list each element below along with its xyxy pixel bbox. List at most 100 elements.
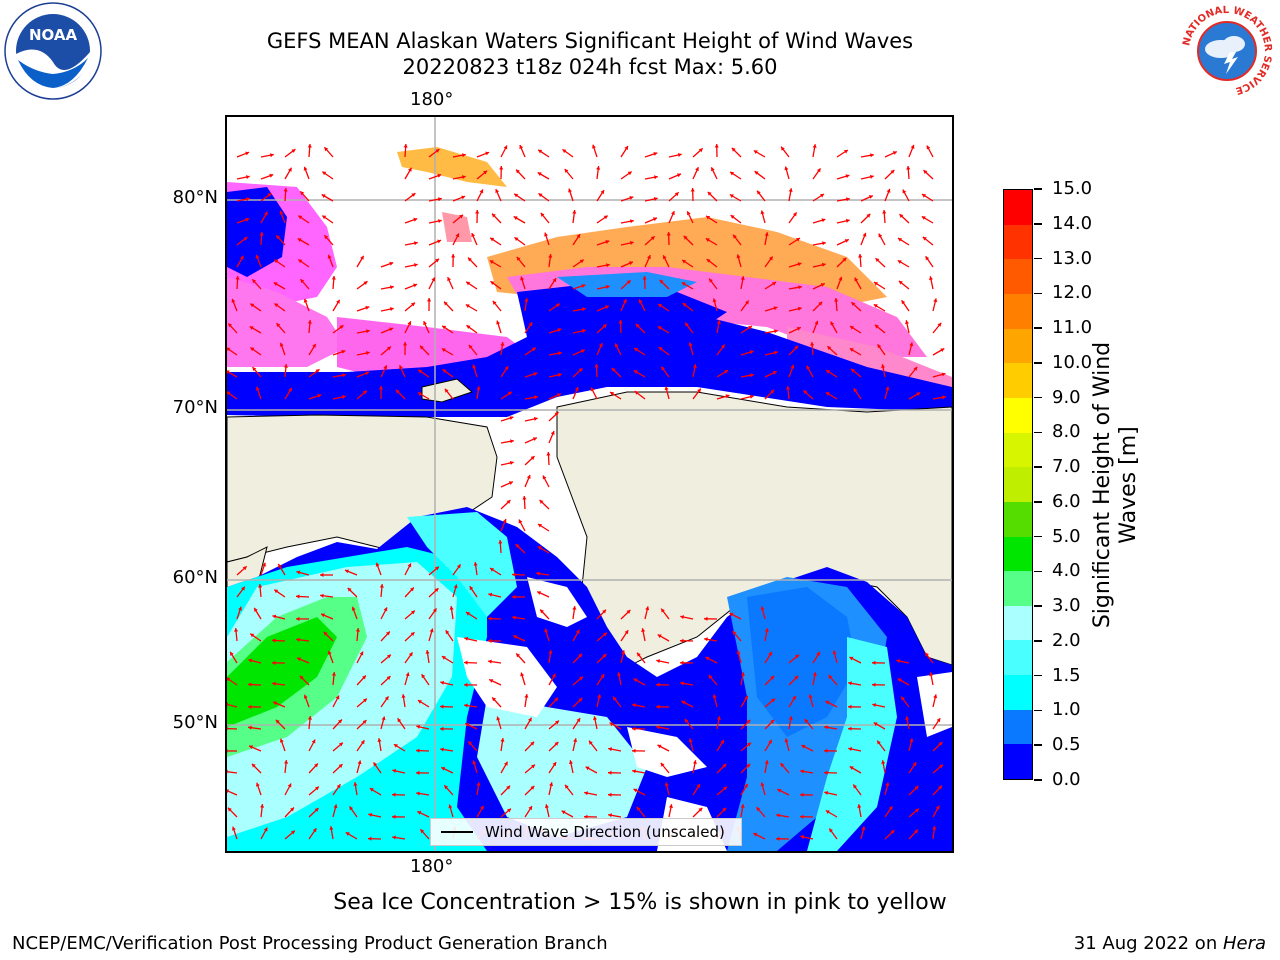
wave-arrow-head — [584, 791, 588, 796]
wave-arrow-head — [519, 145, 524, 149]
wave-arrow-head — [365, 305, 370, 310]
wave-arrow-head — [629, 261, 633, 266]
wave-arrow-head — [468, 344, 473, 349]
colorbar-segment — [1004, 432, 1032, 468]
wave-arrow-head — [844, 239, 849, 243]
wave-arrow-head — [898, 238, 902, 242]
wave-arrow-head — [914, 786, 919, 790]
wave-arrow-head — [297, 657, 301, 662]
wave-arrow-head — [555, 720, 559, 725]
wave-arrow-head — [296, 570, 301, 575]
wave-arrow-head — [516, 256, 521, 261]
wave-arrow-head — [853, 388, 858, 393]
wave-arrow-head — [227, 702, 229, 707]
wave-arrow-head — [449, 606, 454, 610]
wave-arrow-head — [733, 234, 737, 239]
colorbar-tick-label: 11.0 — [1052, 317, 1093, 339]
wave-arrow-head — [572, 210, 577, 214]
wave-arrow-head — [291, 149, 296, 153]
wave-arrow-head — [274, 303, 279, 308]
wave-arrow-head — [338, 764, 343, 768]
wave-arrow-head — [267, 193, 272, 197]
wave-arrow-head — [641, 628, 646, 632]
wave-arrow-head — [503, 145, 508, 150]
wave-arrow-head — [490, 281, 495, 285]
wave-arrow-head — [633, 788, 638, 793]
wave-arrow-head — [232, 826, 236, 831]
wave-arrow-head — [230, 651, 234, 656]
wave-arrow-head — [387, 654, 391, 659]
wave-arrow-head — [245, 217, 250, 222]
wave-arrow-head — [283, 364, 288, 368]
wave-arrow-head — [796, 327, 801, 331]
wave-arrow-head — [411, 610, 415, 615]
wave-arrow-head — [602, 654, 607, 658]
wave-arrow-head — [488, 659, 492, 664]
wave-arrow-head — [507, 808, 511, 813]
wave-arrow-head — [635, 323, 640, 328]
wave-arrow-head — [605, 305, 609, 310]
chart-title: GEFS MEAN Alaskan Waters Significant Hei… — [266, 29, 914, 53]
wave-arrow-head — [776, 836, 780, 841]
colorbar-segment — [1004, 397, 1032, 433]
wave-arrow-head — [437, 173, 442, 178]
wave-arrow-head — [512, 594, 516, 599]
wave-arrow-head — [500, 342, 505, 346]
wave-arrow-head — [722, 763, 727, 768]
wave-arrow-head — [749, 394, 754, 399]
wave-arrow-head — [770, 675, 775, 680]
wave-arrow-head — [283, 188, 288, 192]
wave-arrow-head — [875, 258, 880, 262]
colorbar-tick — [1034, 362, 1042, 364]
colorbar-title: Significant Height of Wind Waves [m] — [1090, 325, 1142, 645]
wave-arrow-head — [357, 760, 362, 765]
wave-arrow-head — [746, 763, 751, 768]
wave-arrow-head — [874, 324, 879, 329]
wave-arrow-head — [801, 744, 806, 749]
colorbar-tick — [1034, 292, 1042, 295]
wave-arrow-head — [528, 717, 532, 722]
wave-arrow-head — [508, 481, 513, 485]
wave-arrow-head — [901, 300, 906, 305]
wave-arrow-head — [483, 170, 488, 175]
wave-arrow-head — [901, 696, 905, 701]
wave-arrow-head — [862, 232, 867, 237]
wave-arrow-head — [296, 637, 300, 642]
wave-arrow-head — [287, 783, 292, 788]
wave-arrow-head — [548, 254, 553, 258]
wave-arrow-head — [464, 682, 468, 687]
wave-arrow-head — [592, 144, 596, 149]
wave-arrow-head — [642, 276, 647, 280]
wave-arrow-head — [509, 460, 514, 465]
wave-arrow-head — [916, 392, 921, 397]
wave-arrow-head — [617, 672, 622, 676]
wave-arrow-head — [796, 238, 800, 242]
wave-arrow-head — [582, 307, 586, 312]
wave-arrow-head — [462, 175, 466, 180]
wave-arrow-head — [438, 197, 442, 202]
wave-arrow-head — [552, 278, 557, 283]
wave-arrow-head — [349, 806, 354, 811]
wave-arrow-head — [605, 284, 610, 289]
wave-arrow-head — [654, 175, 658, 180]
wave-arrow-head — [745, 300, 749, 305]
colorbar-tick — [1034, 674, 1042, 677]
wave-arrow-head — [618, 320, 623, 324]
wave-arrow-head — [320, 593, 324, 598]
wave-arrow-head — [255, 386, 260, 391]
wave-arrow-head — [336, 299, 340, 304]
noaa-logo: NOAA — [4, 2, 102, 100]
wave-arrow-head — [677, 173, 681, 178]
wave-arrow-head — [303, 166, 308, 171]
wave-arrow-head — [538, 149, 543, 154]
wave-arrow-head — [502, 519, 507, 523]
colorbar-tick-label: 3.0 — [1052, 595, 1081, 617]
wave-arrow-head — [383, 365, 388, 370]
wave-arrow-head — [768, 256, 773, 261]
wave-arrow-head — [420, 829, 425, 834]
wave-arrow-head — [440, 704, 444, 709]
wave-arrow-head — [488, 638, 492, 643]
wave-arrow-head — [913, 366, 918, 371]
wave-arrow-head — [288, 387, 292, 392]
wave-arrow-head — [671, 211, 675, 216]
